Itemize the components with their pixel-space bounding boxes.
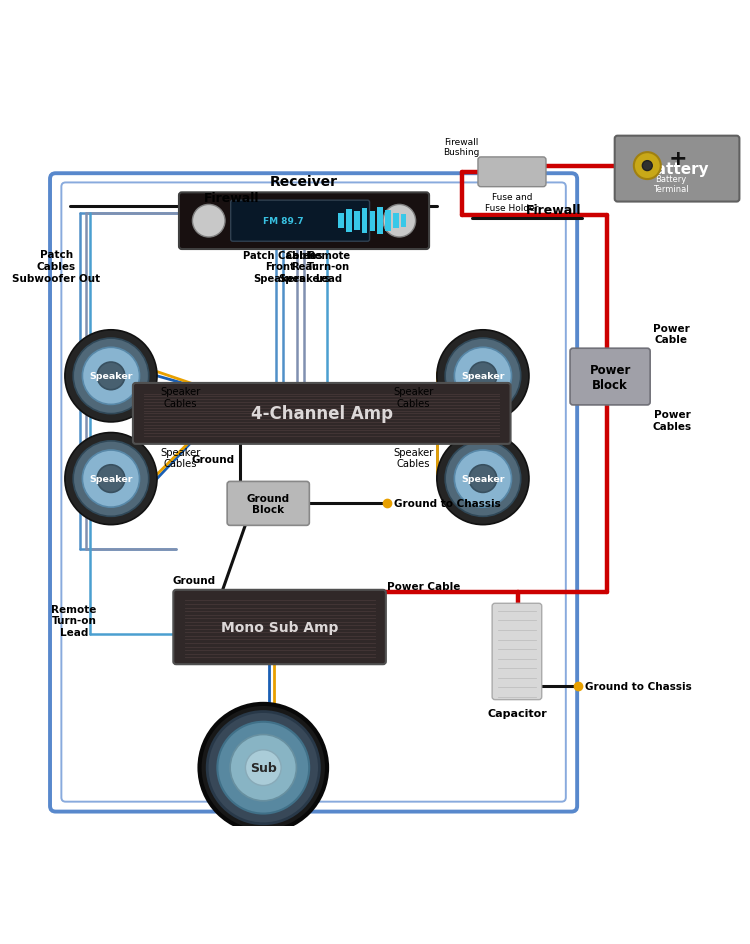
Circle shape <box>642 161 652 172</box>
Text: Power
Block: Power Block <box>590 363 631 391</box>
Text: Speaker
Cables: Speaker Cables <box>160 387 201 409</box>
FancyBboxPatch shape <box>615 137 740 202</box>
Bar <box>377 208 383 235</box>
Text: Capacitor: Capacitor <box>487 708 547 718</box>
Text: Ground: Ground <box>191 455 234 464</box>
Text: Ground: Ground <box>172 575 216 585</box>
Text: Firewall
Bushing: Firewall Bushing <box>443 138 480 157</box>
Circle shape <box>217 722 309 814</box>
FancyBboxPatch shape <box>179 194 429 250</box>
Text: Speaker
Cables: Speaker Cables <box>393 387 433 409</box>
Text: Sub: Sub <box>250 762 277 774</box>
Text: Fuse and
Fuse Holder: Fuse and Fuse Holder <box>485 194 538 212</box>
Text: Remote
Turn-on
Lead: Remote Turn-on Lead <box>52 604 97 637</box>
Circle shape <box>82 348 140 405</box>
Circle shape <box>74 339 148 414</box>
Bar <box>346 211 352 233</box>
Bar <box>393 213 398 229</box>
Circle shape <box>74 442 148 516</box>
Text: Firewall: Firewall <box>526 204 581 216</box>
Bar <box>400 215 406 228</box>
Circle shape <box>98 465 124 493</box>
Text: Power
Cables: Power Cables <box>653 410 692 431</box>
Text: Speaker: Speaker <box>461 475 505 483</box>
Circle shape <box>383 205 416 238</box>
Text: Receiver: Receiver <box>270 175 338 189</box>
Text: FM 89.7: FM 89.7 <box>263 217 304 226</box>
Text: Battery: Battery <box>645 162 710 177</box>
Text: Battery
Terminal: Battery Terminal <box>652 175 688 194</box>
Text: 4-Channel Amp: 4-Channel Amp <box>251 405 393 423</box>
FancyBboxPatch shape <box>492 603 542 700</box>
FancyBboxPatch shape <box>478 158 546 188</box>
Text: Ground
Block: Ground Block <box>247 493 290 514</box>
Circle shape <box>82 450 140 508</box>
Circle shape <box>207 712 320 824</box>
Text: Mono Sub Amp: Mono Sub Amp <box>221 620 338 634</box>
Circle shape <box>98 362 124 390</box>
Text: +: + <box>668 148 687 169</box>
Circle shape <box>200 704 327 832</box>
FancyBboxPatch shape <box>62 183 566 801</box>
Text: Patch Cables
Front
Speakers: Patch Cables Front Speakers <box>243 250 316 283</box>
FancyBboxPatch shape <box>231 201 370 242</box>
Text: Speaker: Speaker <box>89 372 133 381</box>
FancyBboxPatch shape <box>570 349 650 406</box>
Bar <box>338 213 344 229</box>
Circle shape <box>436 433 529 525</box>
Text: Speaker: Speaker <box>461 372 505 381</box>
FancyBboxPatch shape <box>50 174 578 812</box>
Bar <box>386 211 391 232</box>
Text: Speaker
Cables: Speaker Cables <box>393 447 433 468</box>
Bar <box>354 212 360 230</box>
Text: Power
Cable: Power Cable <box>653 323 690 345</box>
Text: Power Cable: Power Cable <box>386 581 460 591</box>
Circle shape <box>245 750 281 785</box>
Circle shape <box>454 450 512 508</box>
Circle shape <box>446 442 520 516</box>
Circle shape <box>469 362 496 390</box>
Circle shape <box>446 339 520 414</box>
Bar <box>370 211 375 231</box>
Text: Cables
Rear
Speakers: Cables Rear Speakers <box>278 250 330 283</box>
Text: Patch
Cables
Subwoofer Out: Patch Cables Subwoofer Out <box>12 250 100 283</box>
FancyBboxPatch shape <box>173 590 386 665</box>
Circle shape <box>634 153 661 180</box>
Circle shape <box>454 348 512 405</box>
Text: Firewall: Firewall <box>204 192 260 205</box>
Text: Remote
Turn-on
Lead: Remote Turn-on Lead <box>307 250 350 283</box>
Text: Speaker
Cables: Speaker Cables <box>160 447 201 468</box>
Circle shape <box>230 734 296 801</box>
Text: Ground to Chassis: Ground to Chassis <box>585 682 692 691</box>
Circle shape <box>65 330 157 423</box>
Text: Speaker: Speaker <box>89 475 133 483</box>
Circle shape <box>65 433 157 525</box>
FancyBboxPatch shape <box>133 383 511 445</box>
Bar <box>362 209 368 234</box>
Circle shape <box>193 205 225 238</box>
Text: Ground to Chassis: Ground to Chassis <box>394 498 501 509</box>
Circle shape <box>469 465 496 493</box>
Circle shape <box>436 330 529 423</box>
FancyBboxPatch shape <box>227 481 309 526</box>
